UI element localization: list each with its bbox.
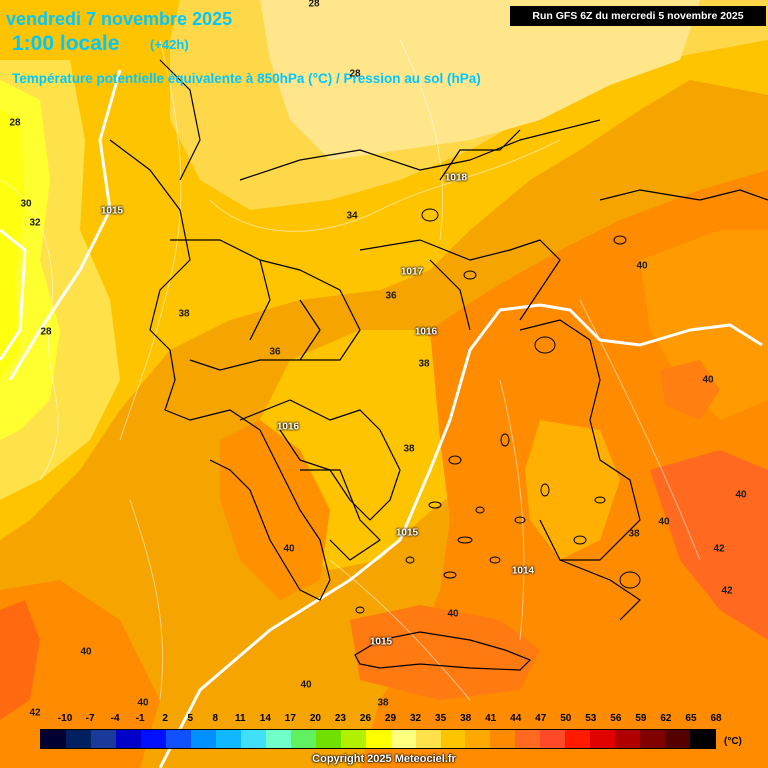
temperature-label: 34 xyxy=(346,210,358,222)
color-scale-swatch xyxy=(215,730,241,748)
color-scale-tick-label: 14 xyxy=(259,713,271,724)
pressure-label: 1015 xyxy=(369,636,393,648)
color-scale-swatch xyxy=(365,730,391,748)
color-scale-tick-label: 53 xyxy=(585,713,597,724)
temperature-label: 42 xyxy=(29,707,41,719)
color-scale-swatch xyxy=(540,730,566,748)
temperature-label: 40 xyxy=(636,260,648,272)
color-scale-swatch xyxy=(290,730,316,748)
color-scale-swatch xyxy=(490,730,516,748)
color-scale-tick-label: 32 xyxy=(409,713,422,724)
color-scale-tick-label: -1 xyxy=(135,713,145,724)
color-scale-swatch xyxy=(140,730,166,748)
color-scale-swatch xyxy=(590,730,616,748)
color-scale-tick-label: -4 xyxy=(110,713,120,724)
temperature-label: 42 xyxy=(713,543,725,555)
forecast-date: vendredi 7 novembre 2025 xyxy=(6,9,233,29)
copyright-text: Copyright 2025 Meteociel.fr xyxy=(312,753,456,765)
color-scale-swatch xyxy=(390,730,416,748)
color-scale-swatch xyxy=(340,730,366,748)
color-scale-tick-label: 5 xyxy=(187,713,193,724)
color-scale-swatch xyxy=(265,730,291,748)
temperature-label: 40 xyxy=(80,646,92,658)
temperature-label: 40 xyxy=(735,489,747,501)
pressure-label: 1016 xyxy=(414,326,438,338)
color-scale-tick-label: 11 xyxy=(234,713,246,724)
color-scale-swatch xyxy=(190,730,216,748)
temperature-label: 38 xyxy=(178,308,190,320)
color-scale-tick-label: 23 xyxy=(334,713,346,724)
temperature-label: 38 xyxy=(377,697,389,709)
run-info-badge: Run GFS 6Z du mercredi 5 novembre 2025 xyxy=(510,6,766,26)
color-scale-swatch xyxy=(615,730,641,748)
temperature-label: 38 xyxy=(628,528,640,540)
color-scale-swatch xyxy=(665,730,691,748)
temperature-label: 32 xyxy=(29,217,41,229)
color-scale-tick-label: 44 xyxy=(510,713,522,724)
temperature-label: 28 xyxy=(349,68,361,80)
color-scale-tick-label: -7 xyxy=(85,713,95,724)
temperature-label: 40 xyxy=(300,679,312,691)
temperature-label: 40 xyxy=(283,543,295,555)
color-scale-tick-label: 26 xyxy=(359,713,372,724)
color-scale-swatch xyxy=(240,730,266,748)
color-scale-unit: (°C) xyxy=(724,736,742,747)
temperature-label: 36 xyxy=(385,290,397,302)
field-title: Température potentielle équivalente à 85… xyxy=(12,71,481,86)
color-scale-ticks: -10 -7 -4 -1 2 5 8 11 14 17 20 23 26 29 32 35 38 41 44 47 50… xyxy=(0,713,768,727)
color-scale-tick-label: 20 xyxy=(309,713,321,724)
color-scale-tick-label: 68 xyxy=(710,713,722,724)
color-scale-swatch xyxy=(41,730,66,748)
forecast-time: 1:00 locale xyxy=(12,32,120,55)
color-scale-swatch xyxy=(65,730,91,748)
pressure-label: 1017 xyxy=(400,266,424,278)
temperature-label: 28 xyxy=(308,0,320,10)
color-scale-tick-label: 17 xyxy=(284,713,296,724)
color-scale-swatch xyxy=(640,730,666,748)
color-scale-swatch xyxy=(465,730,491,748)
color-scale-bar xyxy=(40,729,716,749)
color-scale-swatch xyxy=(315,730,341,748)
pressure-label: 1018 xyxy=(444,172,468,184)
color-scale-swatch xyxy=(515,730,541,748)
color-scale-tick-label: 50 xyxy=(560,713,572,724)
temperature-label: 40 xyxy=(137,697,149,709)
pressure-label: 1015 xyxy=(395,527,419,539)
pressure-label: 1016 xyxy=(276,421,300,433)
temperature-label: 40 xyxy=(447,608,459,620)
temperature-label: 42 xyxy=(721,585,733,597)
color-scale-swatch xyxy=(90,730,116,748)
color-scale-tick-label: 8 xyxy=(212,713,219,724)
pressure-label: 1014 xyxy=(511,565,535,577)
color-scale-tick-label: -10 xyxy=(57,713,73,724)
temperature-label: 36 xyxy=(269,346,281,358)
color-scale-swatch xyxy=(115,730,141,748)
color-scale-swatch xyxy=(415,730,441,748)
temperature-label: 28 xyxy=(9,117,21,129)
color-scale-tick-label: 62 xyxy=(660,713,672,724)
pressure-label: 1015 xyxy=(100,205,124,217)
temperature-label: 40 xyxy=(658,516,670,528)
color-scale-tick-label: 65 xyxy=(685,713,697,724)
color-scale-tick-label: 2 xyxy=(162,713,168,724)
temperature-label: 30 xyxy=(20,198,32,210)
color-scale-tick-label: 47 xyxy=(535,713,547,724)
color-scale-swatch xyxy=(565,730,591,748)
color-scale-tick-label: 29 xyxy=(384,713,397,724)
temperature-label: 38 xyxy=(418,358,430,370)
temperature-label: 28 xyxy=(40,326,52,338)
temperature-label: 40 xyxy=(702,374,714,386)
color-scale-tick-label: 41 xyxy=(485,713,497,724)
lead-time: (+42h) xyxy=(150,37,189,52)
color-scale-tick-label: 38 xyxy=(460,713,472,724)
color-scale-tick-label: 56 xyxy=(610,713,622,724)
color-scale-swatch xyxy=(690,730,716,748)
color-scale-swatch xyxy=(440,730,466,748)
color-scale-tick-label: 59 xyxy=(635,713,647,724)
color-scale-tick-label: 35 xyxy=(435,713,447,724)
color-scale-swatch xyxy=(165,730,191,748)
temperature-label: 38 xyxy=(403,443,415,455)
